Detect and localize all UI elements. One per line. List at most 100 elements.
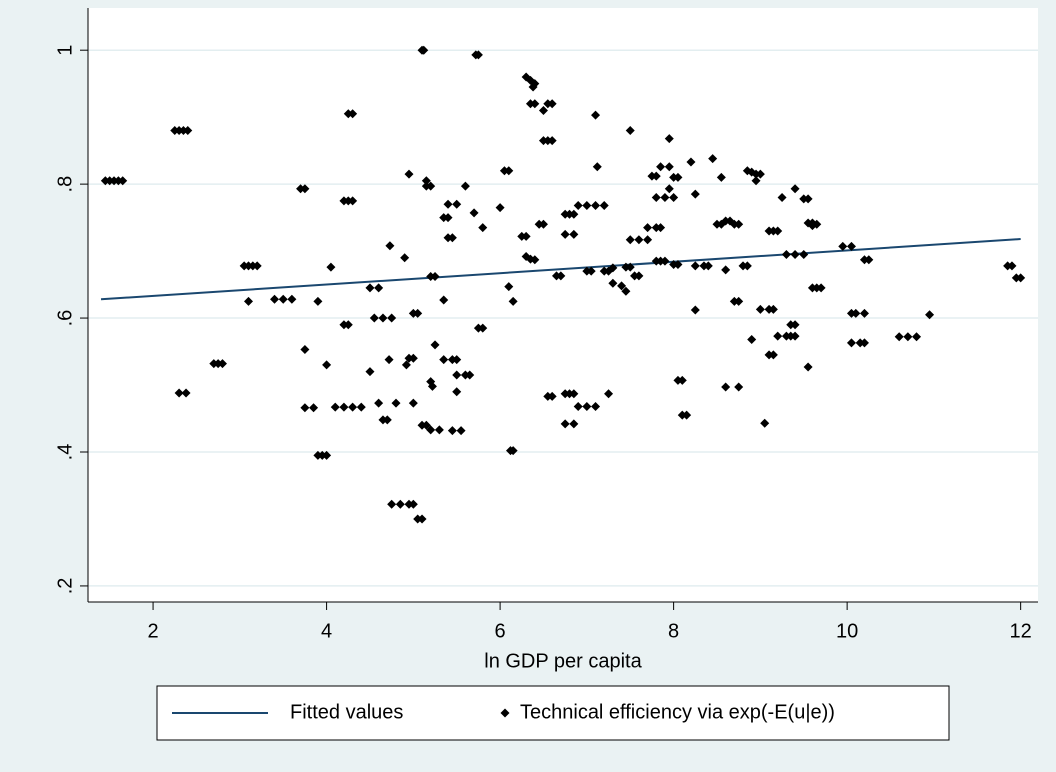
data-point — [465, 370, 475, 380]
y-tick-label: .8 — [54, 176, 76, 193]
data-point — [374, 398, 384, 408]
data-point — [621, 286, 631, 296]
data-point — [851, 308, 861, 318]
data-point — [217, 359, 227, 369]
plot-area — [88, 8, 1038, 602]
data-point — [790, 184, 800, 194]
data-point — [278, 294, 288, 304]
data-point — [322, 360, 332, 370]
data-point — [439, 355, 449, 365]
data-point — [634, 271, 644, 281]
data-point — [768, 350, 778, 360]
x-tick-label: 8 — [668, 620, 679, 642]
data-point — [356, 402, 366, 412]
data-point — [755, 169, 765, 179]
data-point — [547, 391, 557, 401]
fitted-line — [100, 238, 1021, 301]
x-tick-label: 10 — [836, 620, 858, 642]
data-point — [343, 320, 353, 330]
data-point — [790, 331, 800, 341]
y-tick-label: 1 — [54, 45, 76, 56]
data-point — [478, 323, 488, 333]
data-point — [530, 79, 540, 89]
data-point — [547, 99, 557, 109]
data-point — [651, 171, 661, 181]
data-point — [322, 450, 332, 460]
data-point — [573, 401, 583, 411]
data-point — [803, 194, 813, 204]
data-point — [478, 223, 488, 233]
data-point — [413, 308, 423, 318]
y-tick-label: .2 — [54, 578, 76, 595]
data-point — [651, 193, 661, 203]
data-point — [287, 294, 297, 304]
data-point — [760, 418, 770, 428]
data-point — [473, 50, 483, 60]
data-point — [591, 401, 601, 411]
data-point — [690, 261, 700, 271]
data-point — [859, 338, 869, 348]
data-point — [417, 514, 427, 524]
data-point — [447, 233, 457, 243]
data-point — [430, 272, 440, 282]
data-point — [452, 387, 462, 397]
data-point — [734, 296, 744, 306]
data-point — [742, 261, 752, 271]
data-point — [443, 199, 453, 209]
data-point — [270, 294, 280, 304]
data-point — [591, 201, 601, 211]
x-tick-label: 12 — [1010, 620, 1032, 642]
data-point — [673, 259, 683, 269]
data-point — [560, 229, 570, 239]
data-point — [385, 241, 395, 251]
data-point — [660, 256, 670, 266]
data-point — [569, 419, 579, 429]
data-point — [556, 271, 566, 281]
data-point — [773, 226, 783, 236]
data-point — [660, 193, 670, 203]
legend-label: Fitted values — [290, 701, 403, 723]
data-point — [768, 304, 778, 314]
data-point — [326, 262, 336, 272]
data-point — [604, 389, 614, 399]
data-point — [408, 353, 418, 363]
data-point — [799, 249, 809, 259]
data-point — [530, 255, 540, 265]
data-point — [773, 331, 783, 341]
data-point — [625, 235, 635, 245]
data-point — [419, 45, 429, 55]
data-point — [625, 262, 635, 272]
data-point — [365, 283, 375, 293]
data-point — [1007, 261, 1017, 271]
data-point — [391, 398, 401, 408]
data-point — [608, 263, 618, 273]
data-point — [686, 157, 696, 167]
data-point — [781, 249, 791, 259]
data-point — [608, 278, 618, 288]
data-point — [734, 219, 744, 229]
x-axis-title: ln GDP per capita — [484, 650, 642, 672]
data-point — [573, 201, 583, 211]
data-point — [591, 110, 601, 120]
data-point — [387, 313, 397, 323]
data-point — [504, 166, 514, 176]
data-point — [495, 203, 505, 213]
data-point — [846, 338, 856, 348]
data-point — [456, 426, 466, 436]
data-point — [617, 281, 627, 291]
data-point — [374, 283, 384, 293]
data-point — [816, 283, 826, 293]
data-point — [586, 266, 596, 276]
data-point — [1016, 273, 1026, 283]
data-point — [530, 99, 540, 109]
data-point — [643, 235, 653, 245]
data-point — [400, 253, 410, 263]
data-point — [592, 162, 602, 172]
data-point — [925, 310, 935, 320]
data-point — [452, 199, 462, 209]
data-point — [181, 388, 191, 398]
data-point — [755, 304, 765, 314]
data-point — [903, 332, 913, 342]
data-point — [183, 126, 193, 136]
data-point — [313, 296, 323, 306]
